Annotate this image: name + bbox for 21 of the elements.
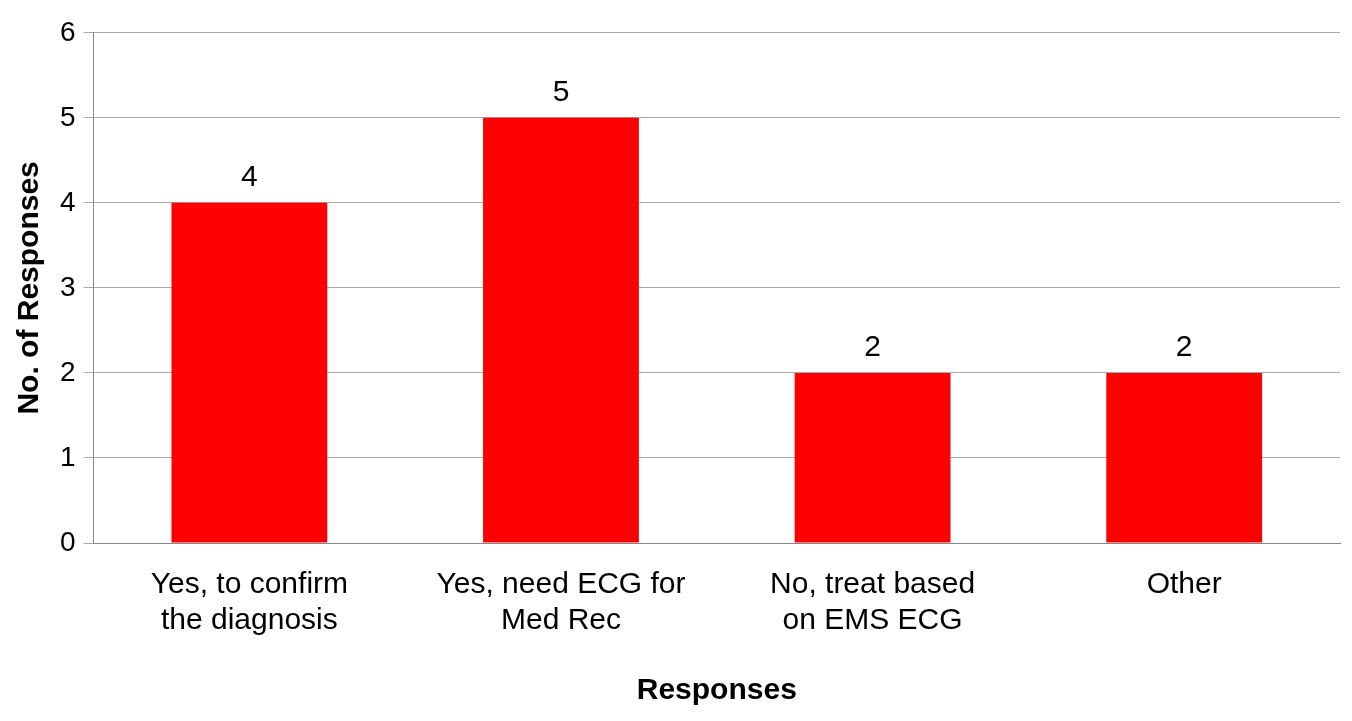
y-axis-title: No. of Responses	[11, 161, 45, 415]
x-tick-label: Yes, need ECG for Med Rec	[436, 566, 686, 636]
y-tick-label: 2	[59, 355, 76, 387]
x-tick-label: Other	[1146, 566, 1222, 600]
x-axis-title: Responses	[636, 672, 797, 706]
y-tick-label: 4	[59, 185, 76, 217]
x-tick-label: Yes, to confirm the diagnosis	[150, 566, 349, 636]
data-label: 2	[1175, 329, 1193, 363]
y-tick-label: 3	[59, 270, 76, 302]
bar	[171, 202, 328, 543]
data-label: 4	[241, 159, 258, 193]
x-tick-label: No, treat based on EMS ECG	[770, 566, 976, 636]
bar	[483, 117, 639, 543]
bar	[1106, 372, 1263, 543]
data-label: 2	[864, 329, 881, 363]
y-tick-label: 1	[59, 440, 76, 472]
bar	[794, 372, 951, 543]
data-label: 5	[552, 74, 570, 108]
y-tick-label: 5	[59, 100, 76, 132]
y-tick-label: 0	[59, 525, 76, 557]
y-tick-label: 6	[59, 15, 76, 47]
